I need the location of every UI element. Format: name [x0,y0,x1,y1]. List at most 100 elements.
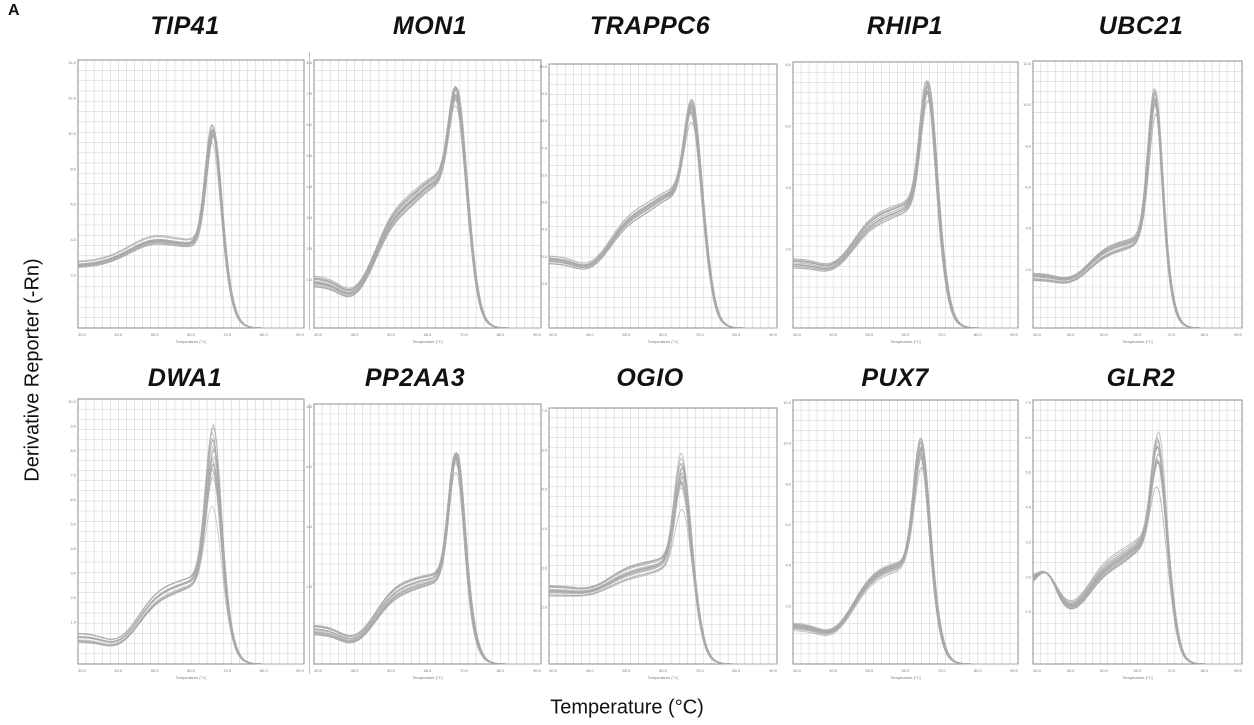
y-tick-label: 4.0 [70,546,76,551]
x-tick-label: 60.0 [659,668,668,673]
y-tick-label: 10.0 [539,64,548,69]
y-tick-label: 7.0 [541,145,547,150]
y-tick-label: 12.0 [1023,61,1032,66]
plot-frame [1032,60,1243,329]
x-tick-label: 50.0 [865,332,874,337]
y-tick-label: 3.0 [70,571,76,576]
melt-curve [1032,457,1242,665]
x-tick-label: 30.0 [549,668,558,673]
x-tick-label: 40.0 [829,668,838,673]
x-axis-mini-label: Temperature (°C) [176,675,207,680]
plot-title-tip41: TIP41 [150,12,220,40]
y-axis-label: Derivative Reporter (-Rn) [21,258,44,482]
x-tick-label: 30.0 [549,332,558,337]
y-tick-label: 6.0 [785,522,791,527]
melt-plot-ubc21: 12.0 10.0 8.0 6.0 4.0 2.0 30.0 40.0 50.0 60.0 70.0… [1023,60,1243,344]
plot-frame [77,59,305,329]
melt-curve [548,101,777,329]
melt-curve [792,447,1018,665]
y-tick-label: 1.0 [1025,609,1031,614]
plot-frame [548,63,778,329]
x-tick-label: 80.0 [1201,668,1210,673]
x-tick-label: 50.0 [865,668,874,673]
y-tick-label: 10.0 [783,441,792,446]
y-tick-label: 2.0 [541,605,547,610]
x-tick-label: 90.0 [296,332,305,337]
y-tick-label: 8.0 [306,404,312,409]
y-tick-label: 4.0 [306,184,312,189]
plot-frame [548,407,778,665]
x-tick-label: 60.0 [424,332,433,337]
x-tick-label: 80.0 [732,332,741,337]
y-tick-label: 8.0 [541,118,547,123]
x-tick-label: 80.0 [1201,332,1210,337]
x-tick-label: 70.0 [460,332,469,337]
plot-title-mon1: MON1 [392,12,468,40]
x-axis-mini-label: Temperature (°C) [648,675,679,680]
y-tick-label: 2.0 [785,603,791,608]
x-tick-label: 30.0 [314,332,323,337]
y-tick-label: 7.0 [1025,400,1031,405]
melt-plot-rhip1: 8.0 6.0 4.0 2.0 30.0 40.0 50.0 60.0 70.0 80.0 90.0… [785,61,1019,344]
y-tick-label: 2.0 [306,584,312,589]
x-tick-label: 90.0 [1234,332,1243,337]
x-tick-label: 70.0 [1167,332,1176,337]
x-tick-label: 70.0 [696,332,705,337]
y-tick-label: 2.0 [70,595,76,600]
y-tick-label: 4.0 [541,526,547,531]
melt-curve [1032,97,1242,329]
plot-title-ogio: OGIO [616,364,684,392]
y-tick-label: 7.0 [70,473,76,478]
x-axis-mini-label: Temperature (°C) [176,339,207,344]
x-tick-label: 30.0 [1033,668,1042,673]
y-tick-label: 10.0 [68,399,77,404]
x-tick-label: 40.0 [114,668,123,673]
x-tick-label: 70.0 [223,668,232,673]
y-tick-label: 12.0 [783,400,792,405]
y-tick-label: 10.0 [1023,102,1032,107]
plot-title-rhip1: RHIP1 [866,12,944,40]
x-tick-label: 80.0 [497,332,506,337]
y-tick-label: 5.0 [306,153,312,158]
x-axis-mini-label: Temperature (°C) [412,675,443,680]
divider-bottom [309,404,310,674]
x-tick-label: 40.0 [351,668,360,673]
y-tick-label: 6.0 [306,464,312,469]
x-tick-label: 40.0 [586,332,595,337]
x-tick-label: 80.0 [974,668,983,673]
y-tick-label: 8.0 [785,62,791,67]
x-axis-mini-label: Temperature (°C) [1122,675,1153,680]
melt-plot-ogio: 7.0 6.0 5.0 4.0 3.0 2.0 30.0 40.0 50.0 60.0 70.0 80… [541,407,778,680]
y-tick-label: 3.0 [1025,539,1031,544]
y-tick-label: 3.0 [306,215,312,220]
y-tick-label: 9.0 [70,424,76,429]
x-axis-mini-label: Temperature (°C) [890,675,921,680]
x-axis-mini-label: Temperature (°C) [1122,339,1153,344]
x-tick-label: 30.0 [793,668,802,673]
x-tick-label: 70.0 [1167,668,1176,673]
y-tick-label: 2.0 [1025,574,1031,579]
y-tick-label: 8.0 [70,166,76,171]
y-tick-label: 4.0 [70,237,76,242]
y-tick-label: 6.0 [70,202,76,207]
x-tick-label: 30.0 [1033,332,1042,337]
melt-plot-tip41: 14.0 12.0 10.0 8.0 6.0 4.0 2.0 30.0 40.0 50.0 60.0… [68,59,305,344]
x-tick-label: 50.0 [1100,332,1109,337]
x-axis-label: Temperature (°C) [550,696,704,719]
x-axis-mini-label: Temperature (°C) [890,339,921,344]
x-tick-label: 60.0 [187,668,196,673]
y-tick-label: 6.0 [1025,435,1031,440]
plot-frame [1032,399,1243,665]
x-tick-label: 80.0 [974,332,983,337]
y-tick-label: 3.0 [541,254,547,259]
plot-title-dwa1: DWA1 [147,364,223,392]
x-tick-label: 70.0 [938,332,947,337]
y-tick-label: 2.0 [306,246,312,251]
x-tick-label: 50.0 [622,668,631,673]
x-tick-label: 80.0 [260,332,269,337]
y-tick-label: 6.0 [541,172,547,177]
x-tick-label: 30.0 [314,668,323,673]
x-axis-mini-label: Temperature (°C) [648,339,679,344]
x-tick-label: 60.0 [902,668,911,673]
